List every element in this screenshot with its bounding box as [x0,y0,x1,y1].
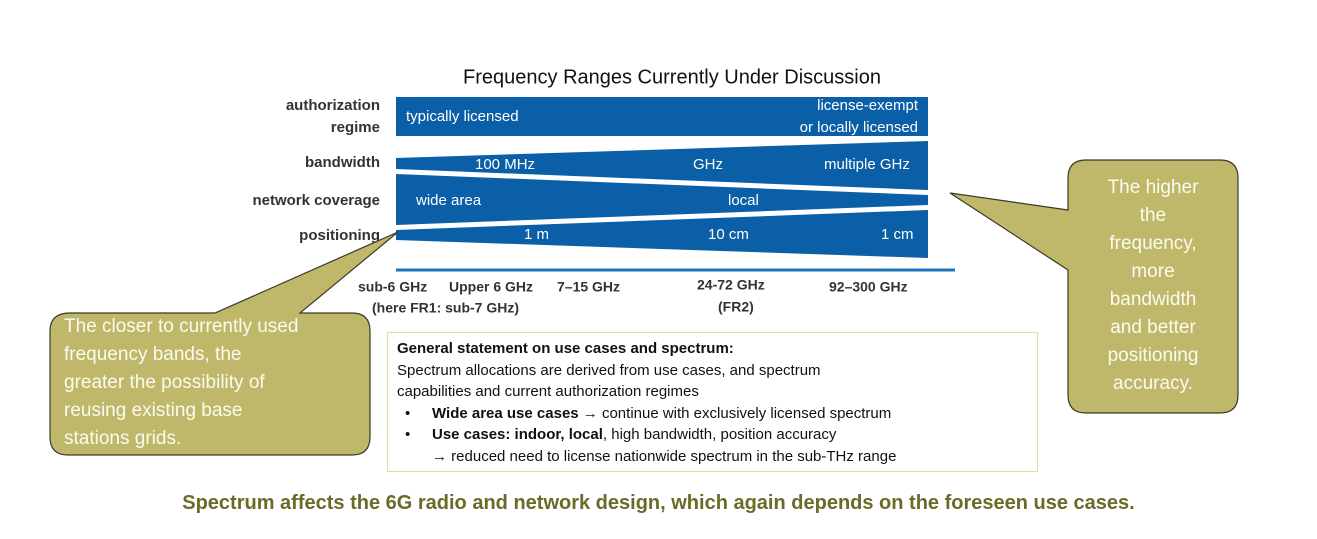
row-label: positioning [299,227,380,244]
band-text: typically licensed [406,108,519,125]
callout-line: The closer to currently used [64,316,299,337]
frequency-label: sub-6 GHz [358,279,427,295]
frequency-label: Upper 6 GHz [449,279,533,295]
callout-line: and better [1110,317,1196,338]
bullet: Wide area use cases → continue with excl… [397,403,1028,425]
bullet: Use cases: indoor, local, high bandwidth… [397,424,1028,446]
callout-line: the [1139,205,1167,226]
callout-line: stations grids. [64,428,182,449]
row-label: network coverage [252,192,380,209]
authorization-band [396,97,928,136]
callout-line: accuracy. [1113,373,1193,394]
callout-line: positioning [1107,345,1199,366]
bullet-text: , high bandwidth, position accuracy [602,426,837,443]
callout-line: frequency, [1109,233,1197,254]
callout-line: greater the possibility of [64,372,265,393]
callout-line: reusing existing base [64,400,243,421]
row-label: authorization [286,97,380,114]
band-text: local [728,192,759,209]
band-text: 1 cm [881,226,914,243]
bullet-continuation: → reduced need to license nationwide spe… [432,447,897,465]
frequency-label: 7–15 GHz [557,279,620,295]
band-text: 100 MHz [475,156,535,173]
callout-line: more [1131,261,1175,282]
band-text: GHz [693,156,723,173]
row-label: bandwidth [305,154,380,171]
frequency-label: 92–300 GHz [829,279,908,295]
right-callout-text: The higher the frequency, more bandwidth… [1068,174,1238,398]
band-text: license-exempt [817,97,919,114]
bandwidth-wedge [396,141,928,190]
callout-line: frequency bands, the [64,344,242,365]
bullet-bold: Use cases: indoor, local [432,426,603,443]
bullet-text: continue with exclusively licensed spect… [597,404,892,422]
coverage-wedge [396,174,928,225]
frequency-label: (FR2) [718,299,754,315]
callout-line: bandwidth [1109,289,1197,310]
band-text: multiple GHz [824,156,910,173]
frequency-label: (here FR1: sub-7 GHz) [372,300,519,316]
band-text: 1 m [524,226,549,243]
positioning-wedge [396,210,928,258]
statement-text: capabilities and current authorization r… [397,383,699,400]
footer: Spectrum affects the 6G radio and networ… [182,492,1135,514]
title: Frequency Ranges Currently Under Discuss… [463,66,881,88]
right-callout [949,159,1239,414]
statement-heading: General statement on use cases and spect… [397,340,734,357]
band-text: 10 cm [708,226,749,243]
left-callout [49,231,399,456]
statement-text: Spectrum allocations are derived from us… [397,361,821,379]
frequency-label: 24-72 GHz [697,277,765,293]
left-callout-text: The closer to currently used frequency b… [64,313,298,453]
statement-box: General statement on use cases and spect… [387,332,1038,472]
band-text: wide area [415,192,482,209]
bullet-bold: Wide area use cases → [432,404,598,422]
callout-line: The higher [1107,177,1199,198]
row-label: regime [331,119,380,136]
band-text: or locally licensed [800,119,918,136]
